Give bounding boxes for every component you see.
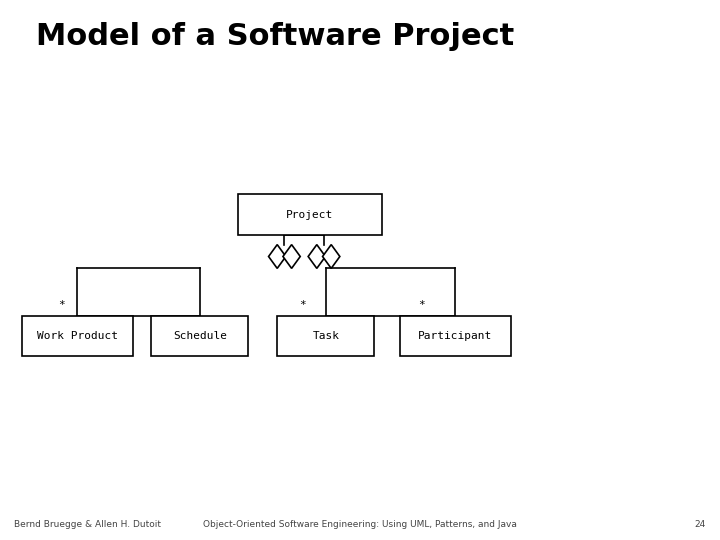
Text: *: * (299, 300, 306, 310)
FancyBboxPatch shape (277, 316, 374, 356)
Polygon shape (323, 245, 340, 268)
Text: Object-Oriented Software Engineering: Using UML, Patterns, and Java: Object-Oriented Software Engineering: Us… (203, 520, 517, 529)
Text: Task: Task (312, 331, 339, 341)
FancyBboxPatch shape (400, 316, 511, 356)
Polygon shape (308, 245, 325, 268)
Text: *: * (58, 300, 65, 310)
Text: Project: Project (286, 210, 333, 220)
Polygon shape (269, 245, 286, 268)
FancyBboxPatch shape (238, 194, 382, 235)
FancyBboxPatch shape (151, 316, 248, 356)
Text: *: * (418, 300, 425, 310)
Polygon shape (283, 245, 300, 268)
Text: Schedule: Schedule (173, 331, 227, 341)
Text: 24: 24 (694, 520, 706, 529)
Text: Work Product: Work Product (37, 331, 118, 341)
FancyBboxPatch shape (22, 316, 133, 356)
Text: Participant: Participant (418, 331, 492, 341)
Text: Model of a Software Project: Model of a Software Project (36, 22, 514, 51)
Text: Bernd Bruegge & Allen H. Dutoit: Bernd Bruegge & Allen H. Dutoit (14, 520, 161, 529)
